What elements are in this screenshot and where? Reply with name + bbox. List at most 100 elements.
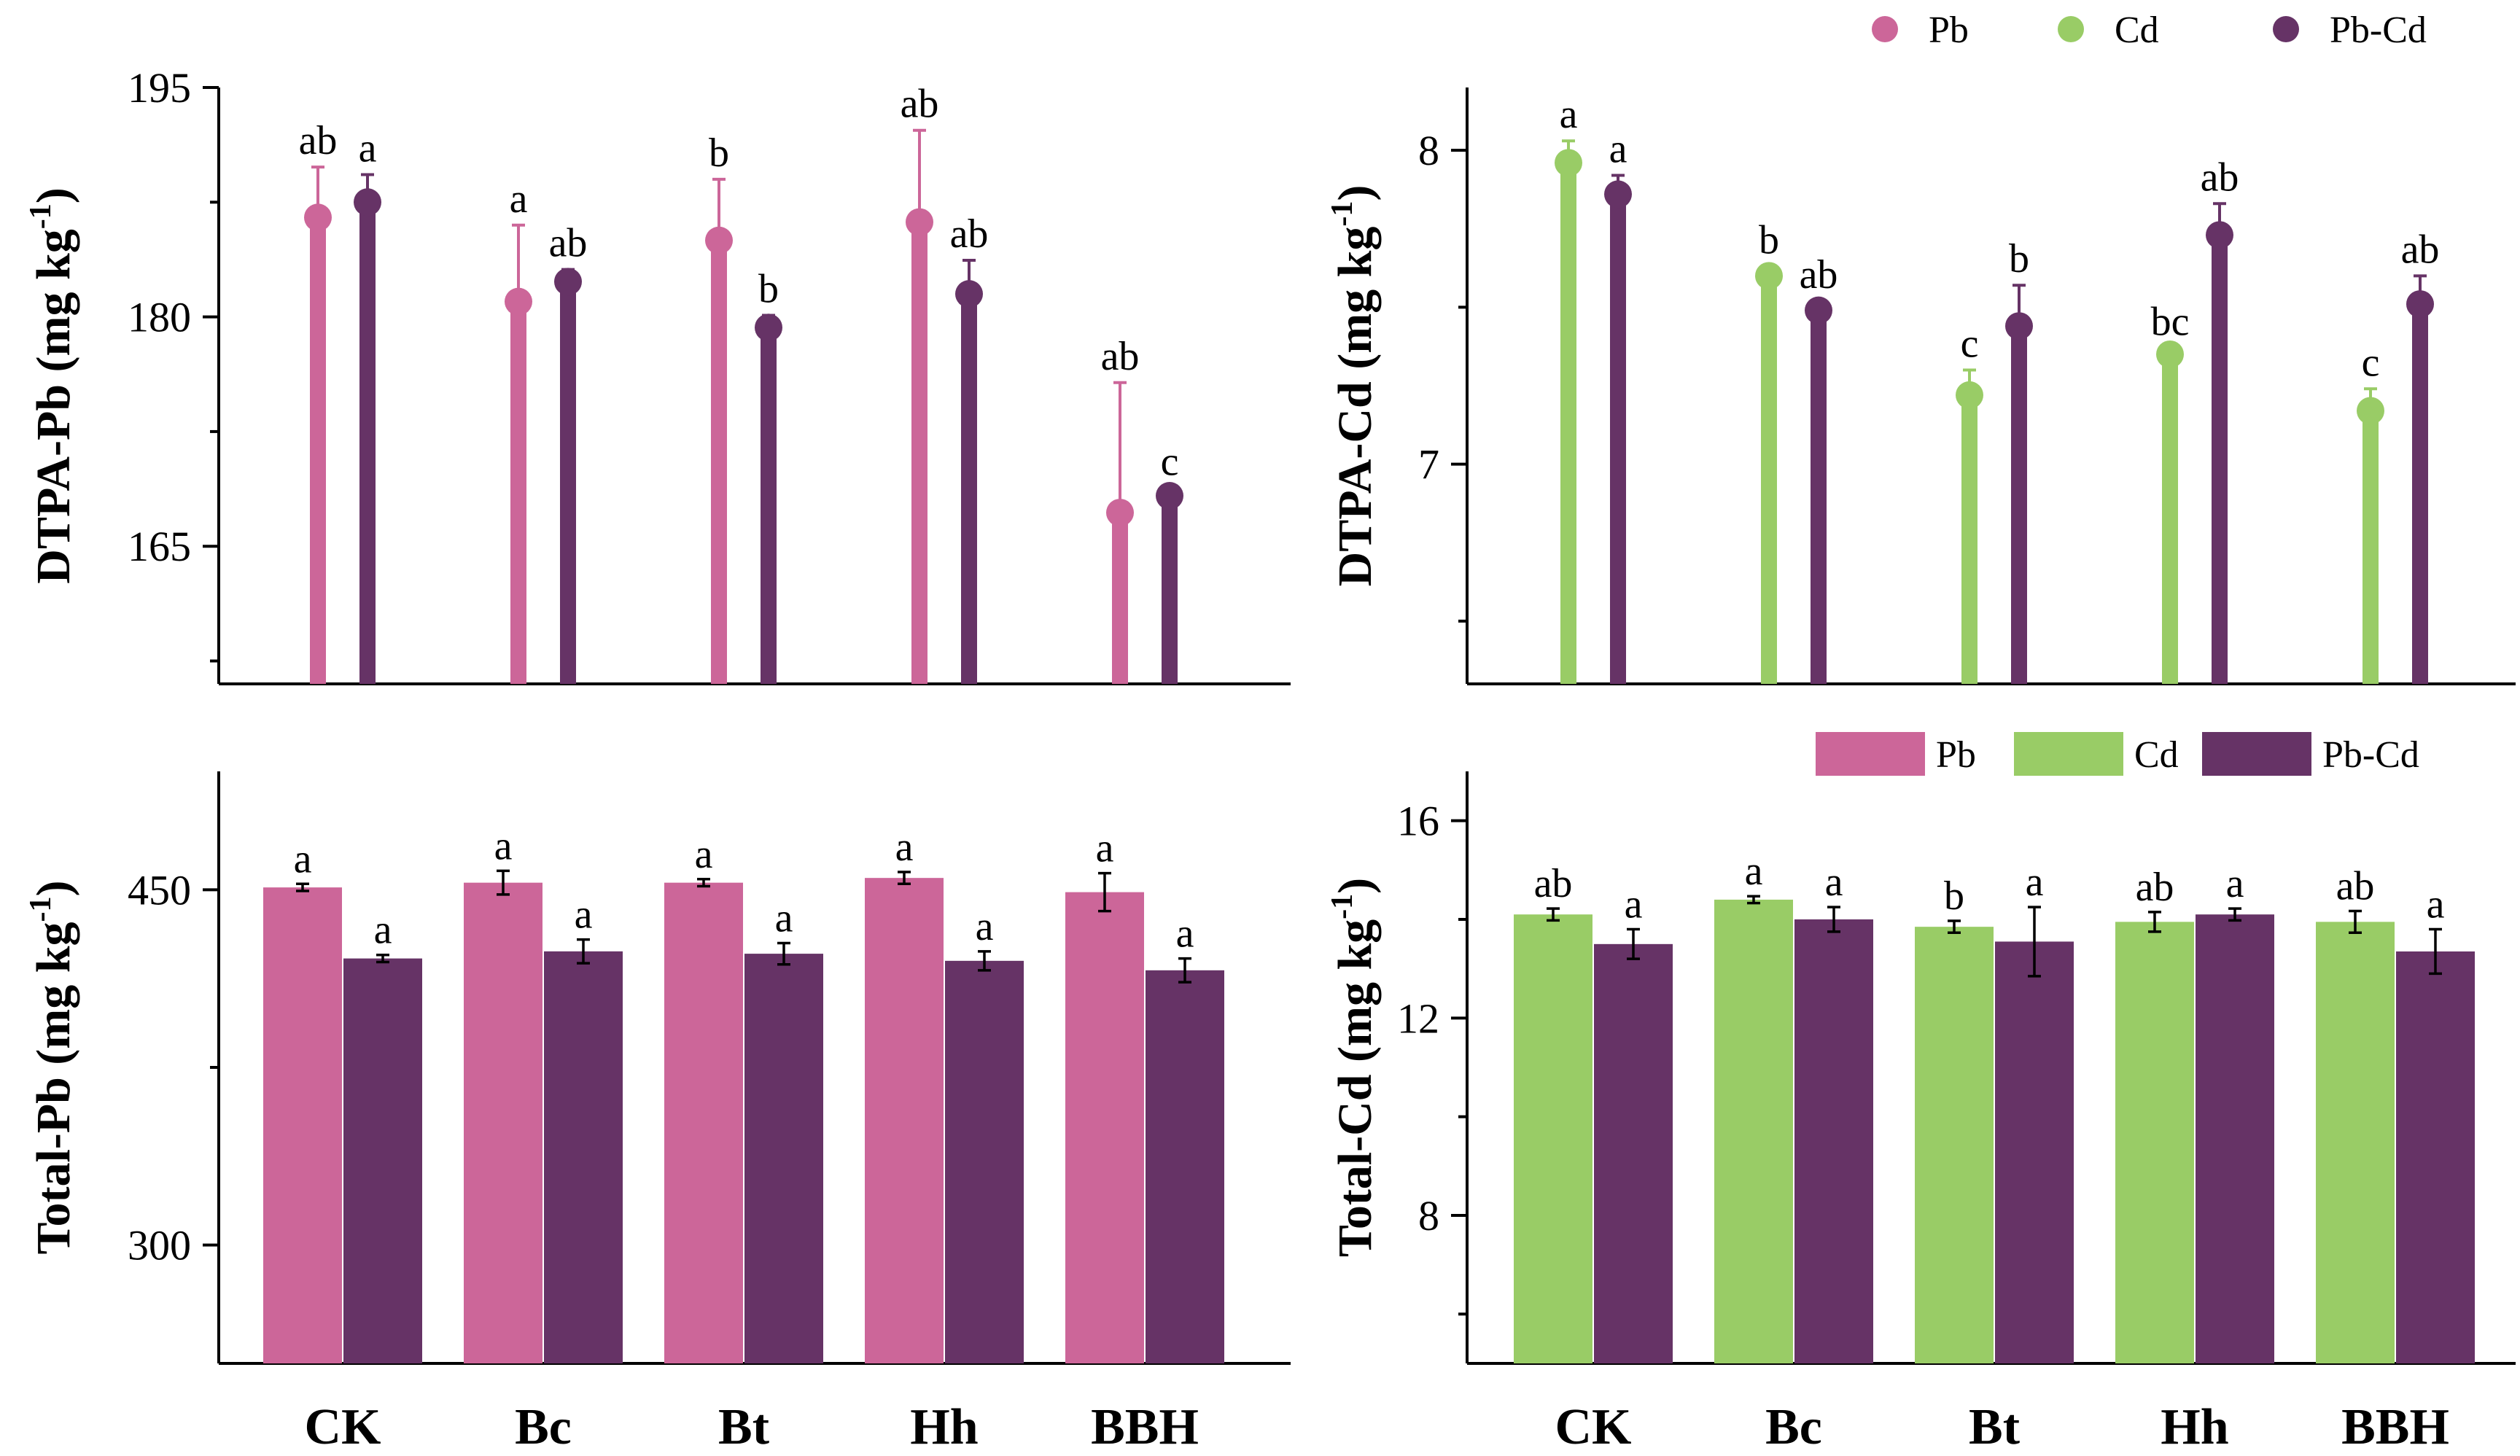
significance-label: a bbox=[1825, 860, 1843, 905]
significance-label: ab bbox=[2201, 155, 2239, 200]
point-pbcd bbox=[1805, 296, 1832, 324]
bar-cd bbox=[1915, 927, 1994, 1363]
bar-pbcd bbox=[2396, 951, 2475, 1363]
point-pb bbox=[1106, 499, 1134, 527]
bar-pb bbox=[1065, 892, 1144, 1363]
legend-label-pbcd: Pb-Cd bbox=[2330, 9, 2427, 51]
y-tick-label: 12 bbox=[1397, 994, 1439, 1042]
bar-cd bbox=[1714, 899, 1793, 1363]
significance-label: c bbox=[1961, 321, 1979, 366]
significance-label: a bbox=[374, 908, 392, 953]
point-cd bbox=[1755, 262, 1783, 290]
bar-pbcd bbox=[2196, 914, 2274, 1363]
significance-label: ab bbox=[1800, 252, 1838, 297]
panel-total-cd: 8 12 16 Total-Cd (mg kg-1) CK ab a Bc a a Bt b a Hh ab… bbox=[1326, 771, 2516, 1455]
significance-label: ab bbox=[901, 82, 939, 127]
bar-cd bbox=[2115, 922, 2194, 1363]
x-category-label: Hh bbox=[2161, 1399, 2228, 1455]
x-category-label: Bt bbox=[718, 1399, 769, 1455]
bar-pb bbox=[464, 882, 542, 1363]
legend-swatch-pb bbox=[1816, 732, 1925, 776]
bar-pbcd bbox=[945, 960, 1024, 1363]
significance-label: a bbox=[1176, 911, 1194, 957]
significance-label: a bbox=[1560, 92, 1578, 137]
bar-pbcd bbox=[1794, 919, 1873, 1363]
bar-pb bbox=[865, 878, 944, 1363]
point-pbcd bbox=[2206, 221, 2233, 249]
point-pbcd bbox=[354, 188, 381, 217]
bar-pbcd bbox=[1594, 943, 1673, 1363]
bar-pb bbox=[263, 887, 342, 1363]
y-tick-label: 8 bbox=[1418, 1192, 1439, 1239]
y-tick-label: 16 bbox=[1397, 798, 1439, 845]
bar-pbcd bbox=[1995, 941, 2074, 1363]
x-category-label: Bc bbox=[515, 1399, 572, 1455]
significance-label: a bbox=[1096, 826, 1114, 871]
y-axis-label: DTPA-Cd (mg kg-1) bbox=[1326, 185, 1382, 587]
point-pbcd bbox=[755, 314, 782, 342]
y-axis-label: DTPA-Pb (mg kg-1) bbox=[24, 187, 80, 583]
significance-label: ab bbox=[1534, 861, 1573, 906]
x-category-label: Bt bbox=[1969, 1399, 2020, 1455]
panel-total-pb: 300 450 Total-Pb (mg kg-1) CK a a Bc a a Bt a a Hh a a… bbox=[24, 771, 1291, 1455]
significance-label: a bbox=[895, 825, 914, 870]
legend-marker-pbcd bbox=[2273, 16, 2299, 42]
significance-label: b bbox=[1759, 217, 1779, 262]
significance-label: a bbox=[359, 126, 377, 171]
significance-label: ab bbox=[2401, 227, 2440, 272]
y-tick-label: 180 bbox=[128, 294, 191, 341]
legend-swatch-pbcd bbox=[2202, 732, 2311, 776]
significance-label: c bbox=[1161, 440, 1179, 485]
point-cd bbox=[2357, 397, 2384, 425]
significance-label: a bbox=[294, 836, 312, 881]
legend-label-cd: Cd bbox=[2115, 9, 2159, 51]
significance-label: ab bbox=[950, 211, 989, 257]
y-tick-label: 7 bbox=[1418, 441, 1439, 488]
bar-pbcd bbox=[544, 951, 623, 1363]
bar-pbcd bbox=[1146, 970, 1224, 1363]
legend-marker-pb bbox=[1872, 16, 1898, 42]
point-pb bbox=[304, 203, 332, 232]
x-category-label: Bc bbox=[1765, 1399, 1822, 1455]
point-pbcd bbox=[955, 280, 983, 308]
x-category-label: CK bbox=[1555, 1399, 1632, 1455]
y-tick-label: 300 bbox=[128, 1222, 191, 1269]
significance-label: a bbox=[2427, 882, 2445, 927]
x-category-label: BBH bbox=[2341, 1399, 2449, 1455]
legend-label-cd: Cd bbox=[2134, 734, 2179, 776]
y-axis-label: Total-Cd (mg kg-1) bbox=[1326, 878, 1382, 1257]
bar-pbcd bbox=[744, 954, 823, 1363]
significance-label: a bbox=[1625, 882, 1643, 927]
point-pb bbox=[505, 287, 532, 316]
significance-label: ab bbox=[2336, 863, 2375, 908]
significance-label: a bbox=[510, 176, 528, 222]
bar-cd bbox=[1514, 914, 1592, 1363]
legend-marker-cd bbox=[2058, 16, 2084, 42]
y-tick-label: 165 bbox=[128, 523, 191, 570]
significance-label: a bbox=[2226, 861, 2244, 906]
legend-swatch-cd bbox=[2014, 732, 2123, 776]
significance-label: a bbox=[1745, 849, 1763, 894]
point-pb bbox=[705, 226, 733, 254]
significance-label: a bbox=[1609, 127, 1628, 172]
significance-label: a bbox=[695, 832, 713, 877]
significance-label: b bbox=[758, 267, 779, 312]
significance-label: a bbox=[494, 823, 513, 868]
significance-label: ab bbox=[1101, 334, 1140, 379]
significance-label: a bbox=[2026, 860, 2044, 905]
y-tick-label: 450 bbox=[128, 866, 191, 914]
point-pbcd bbox=[1604, 180, 1632, 209]
point-pbcd bbox=[2406, 290, 2434, 319]
y-tick-label: 8 bbox=[1418, 127, 1439, 174]
bar-pb bbox=[664, 882, 743, 1363]
significance-label: bc bbox=[2151, 299, 2190, 344]
point-cd bbox=[2156, 340, 2184, 368]
significance-label: ab bbox=[299, 118, 338, 163]
significance-label: a bbox=[976, 904, 994, 949]
x-category-label: BBH bbox=[1091, 1399, 1199, 1455]
y-axis-label: Total-Pb (mg kg-1) bbox=[24, 881, 80, 1255]
point-cd bbox=[1956, 381, 1983, 409]
